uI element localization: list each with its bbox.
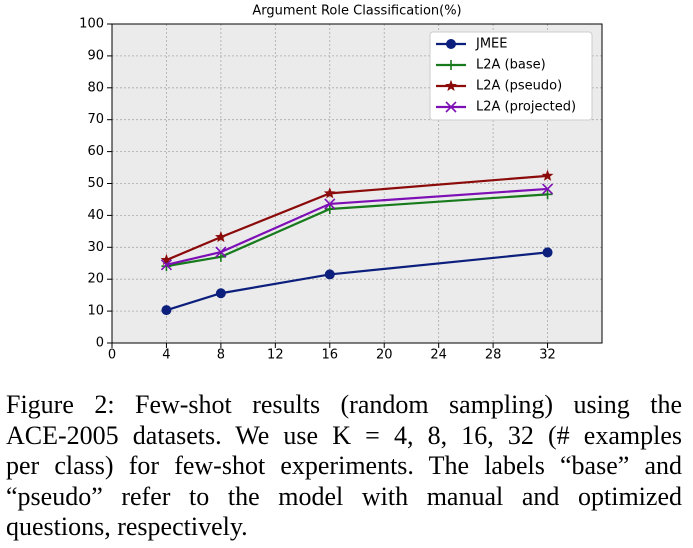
marker xyxy=(324,269,335,280)
y-tick-label: 40 xyxy=(87,208,104,223)
marker xyxy=(215,251,226,262)
marker xyxy=(215,288,226,299)
marker xyxy=(160,259,173,271)
caption-line: per class) for few-shot experiments. The… xyxy=(6,451,682,480)
marker-stroke xyxy=(541,183,554,195)
legend-label: JMEE xyxy=(475,37,507,52)
marker-stroke xyxy=(160,259,173,271)
caption-line: ACE-2005 datasets. We use K = 4, 8, 16, … xyxy=(6,420,682,450)
caption-line: “pseudo” refer to the model with manual … xyxy=(6,481,682,511)
marker xyxy=(160,253,173,266)
x-tick-label: 0 xyxy=(108,348,116,363)
marker xyxy=(542,189,553,200)
marker xyxy=(445,79,457,92)
marker xyxy=(542,247,553,258)
legend-box xyxy=(429,31,593,121)
y-tick-label: 20 xyxy=(87,272,104,287)
y-tick-label: 100 xyxy=(79,17,104,32)
legend-label: L2A (pseudo) xyxy=(476,79,562,94)
caption: Figure 2: Few-shot results (random sampl… xyxy=(6,390,682,543)
marker xyxy=(324,204,335,215)
marker xyxy=(161,305,172,316)
x-tick-label: 28 xyxy=(485,348,502,363)
y-tick-label: 0 xyxy=(96,336,104,351)
series-line xyxy=(166,174,548,262)
chart-title: Argument Role Classification(%) xyxy=(252,4,461,19)
marker xyxy=(445,101,457,113)
series-line xyxy=(166,251,548,312)
x-tick-label: 20 xyxy=(376,348,393,363)
marker xyxy=(161,261,172,272)
series-line xyxy=(166,193,548,268)
x-tick-label: 32 xyxy=(539,348,556,363)
y-tick-label: 10 xyxy=(87,304,104,319)
y-tick-label: 50 xyxy=(87,176,104,191)
legend-label: L2A (base) xyxy=(476,58,546,73)
marker xyxy=(215,246,227,258)
chart: Argument Role Classification(%) JMEE L2A … xyxy=(79,4,603,363)
y-tick-label: 70 xyxy=(87,112,104,127)
y-tick-label: 90 xyxy=(87,48,104,63)
marker xyxy=(324,198,336,210)
marker-stroke xyxy=(324,198,336,210)
series-group xyxy=(160,169,554,316)
marker xyxy=(323,187,336,199)
y-tick-label: 60 xyxy=(87,144,104,159)
series-line xyxy=(166,187,548,266)
marker xyxy=(541,183,554,195)
x-tick-label: 4 xyxy=(162,348,170,363)
x-tick-label: 16 xyxy=(322,348,339,363)
x-tick-label: 12 xyxy=(267,348,284,363)
caption-line: questions, respectively. xyxy=(6,512,248,541)
y-tick-label: 30 xyxy=(87,240,104,255)
marker xyxy=(541,169,554,181)
marker xyxy=(214,230,227,243)
y-tick-label: 80 xyxy=(87,80,104,95)
x-tick-label: 8 xyxy=(217,348,225,363)
marker xyxy=(446,39,456,49)
marker xyxy=(446,60,456,70)
legend: JMEE L2A (base) L2A (pseudo) L2A (projected… xyxy=(429,31,593,121)
legend-label: L2A (projected) xyxy=(476,100,576,115)
x-tick-label: 24 xyxy=(430,348,447,363)
caption-line: Figure 2: Few-shot results (random sampl… xyxy=(6,390,682,419)
marker-stroke xyxy=(445,101,457,113)
marker-stroke xyxy=(215,246,227,258)
